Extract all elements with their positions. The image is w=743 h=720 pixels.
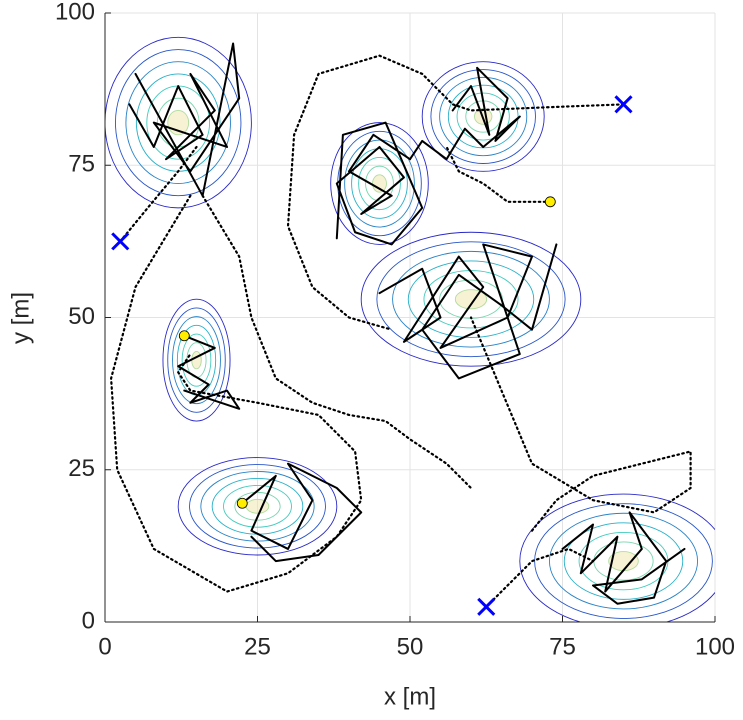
- trajectory: [335, 121, 424, 246]
- contour-level: [519, 493, 715, 622]
- x-tick-label: 75: [549, 633, 576, 660]
- trajectory: [241, 462, 363, 563]
- trajectory: [177, 334, 241, 410]
- contour-level: [115, 49, 242, 197]
- contour-level: [365, 165, 394, 202]
- circle-marker: [178, 330, 190, 342]
- plot-area: [105, 36, 715, 622]
- y-tick-label: 0: [82, 607, 95, 634]
- circle-marker: [544, 196, 556, 208]
- contour-level: [439, 76, 528, 157]
- x-marker-stroke: [614, 95, 633, 114]
- trajectory: [286, 54, 625, 331]
- x-tick-label: 50: [397, 633, 424, 660]
- contour-level: [234, 491, 281, 521]
- y-tick-label: 50: [68, 303, 95, 330]
- x-marker: [477, 597, 496, 616]
- trajectory: [378, 243, 558, 380]
- y-tick-label: 75: [68, 151, 95, 178]
- y-axis-label: y [m]: [7, 292, 34, 344]
- contour-level: [172, 316, 221, 405]
- contour-level: [430, 69, 536, 164]
- trajectory: [561, 511, 686, 605]
- trajectory: [485, 547, 595, 608]
- contour-level: [177, 457, 338, 556]
- contour-level: [358, 156, 401, 211]
- x-tick-label: 0: [98, 633, 111, 660]
- contour-level: [181, 333, 212, 387]
- x-tick-label: 25: [244, 633, 271, 660]
- contour-level: [548, 512, 699, 610]
- contour-level: [392, 250, 550, 348]
- x-marker-stroke: [111, 232, 130, 251]
- y-tick-label: 100: [55, 0, 95, 25]
- contour-level: [191, 350, 202, 370]
- trajectory: [469, 316, 692, 532]
- x-axis-label: x [m]: [384, 683, 436, 710]
- y-tick-label: 25: [68, 455, 95, 482]
- contour-level: [376, 241, 566, 358]
- trajectory: [445, 145, 552, 203]
- contour-level: [223, 484, 292, 528]
- contour-level: [407, 260, 535, 338]
- contour-level: [563, 522, 684, 600]
- x-marker: [614, 95, 633, 114]
- contour-level: [200, 471, 315, 542]
- trajectory: [110, 194, 363, 593]
- trajectory: [409, 66, 521, 161]
- contour-level: [105, 36, 252, 209]
- contour-level: [167, 307, 226, 413]
- contour-level: [351, 148, 408, 219]
- x-marker-stroke: [477, 597, 496, 616]
- contour-level: [162, 298, 231, 422]
- trajectory: [119, 145, 198, 243]
- x-marker: [111, 232, 130, 251]
- trajectory: [201, 194, 473, 490]
- x-tick-label: 100: [695, 633, 735, 660]
- trajectory: [128, 42, 241, 197]
- contour-level: [125, 61, 231, 184]
- contour-level: [189, 464, 326, 549]
- contour-level: [421, 61, 545, 172]
- circle-marker: [236, 497, 248, 509]
- contour-level: [330, 122, 429, 245]
- contour-level: [456, 92, 510, 141]
- contour-level: [360, 231, 582, 367]
